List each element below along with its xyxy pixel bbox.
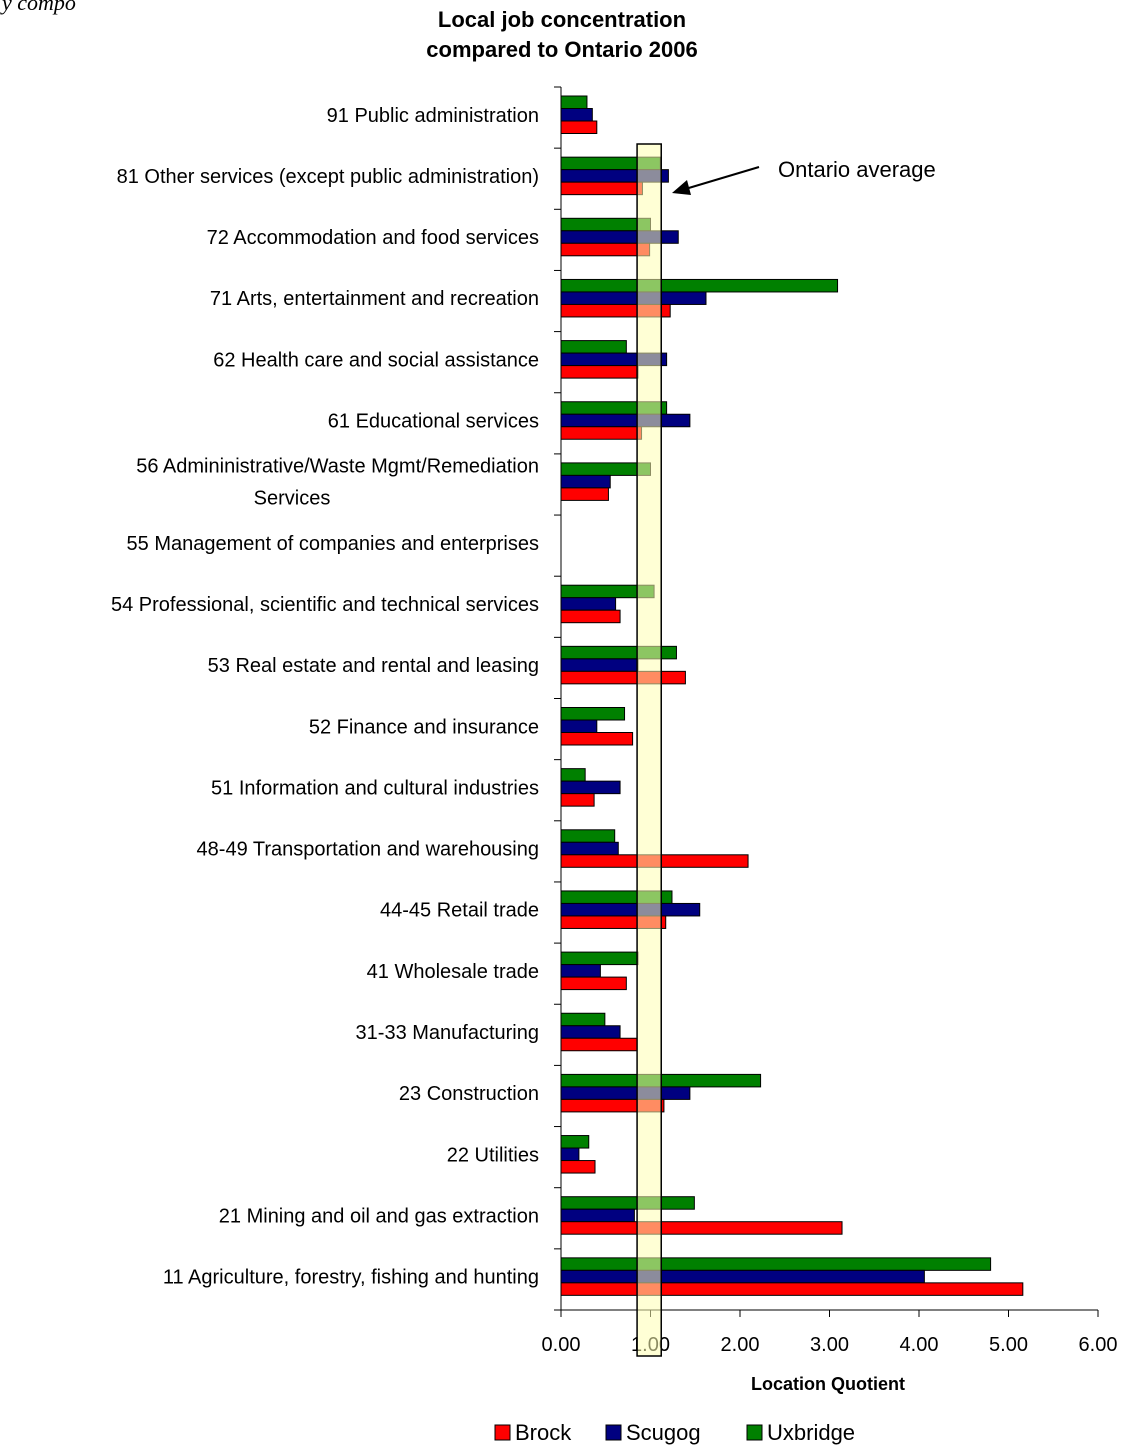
bar-scugog: [560, 719, 598, 733]
category-label: 54 Professional, scientific and technica…: [111, 594, 539, 616]
bar-brock: [560, 1160, 596, 1174]
chart-title: Local job concentration compared to Ontar…: [426, 7, 697, 62]
chart-title-line: Local job concentration: [438, 7, 686, 32]
bar-uxbridge: [560, 951, 639, 966]
category-labels: 91 Public administration 81 Other service…: [111, 105, 539, 1289]
annotation: Ontario average: [672, 157, 936, 195]
category-label: 91 Public administration: [327, 105, 539, 127]
bar-uxbridge: [560, 1012, 606, 1027]
x-axis-label: Location Quotient: [751, 1374, 905, 1394]
bar-scugog: [560, 780, 621, 795]
x-tick-label: 6.00: [1079, 1334, 1118, 1356]
bar-uxbridge: [560, 95, 588, 109]
bar-brock: [560, 609, 621, 624]
legend-swatch-uxbridge: [746, 1424, 763, 1441]
bar-brock: [560, 732, 634, 746]
bar-uxbridge: [560, 1257, 992, 1271]
category-label: 61 Educational services: [328, 411, 539, 433]
bar-scugog: [560, 474, 611, 489]
annotation-arrow-head: [672, 180, 691, 195]
bar-uxbridge: [560, 829, 616, 843]
bar-scugog: [560, 841, 619, 856]
category-label: 53 Real estate and rental and leasing: [208, 655, 539, 677]
bar-scugog: [560, 964, 601, 978]
legend-swatch-scugog: [605, 1424, 622, 1441]
legend-label-uxbridge: Uxbridge: [767, 1420, 855, 1445]
bar-uxbridge: [560, 1135, 590, 1149]
category-label: Services: [254, 488, 331, 510]
bar-scugog: [560, 1147, 580, 1162]
category-label: 72 Accommodation and food services: [207, 227, 539, 249]
bar-scugog: [560, 413, 691, 428]
bar-brock: [560, 242, 651, 257]
category-label: 81 Other services (except public adminis…: [117, 166, 539, 188]
category-label: 21 Mining and oil and gas extraction: [219, 1205, 539, 1227]
annotation-text: Ontario average: [778, 157, 936, 182]
chart-title-line: compared to Ontario 2006: [426, 37, 697, 62]
bar-brock: [560, 120, 598, 134]
bar-uxbridge: [560, 278, 839, 293]
bar-brock: [560, 976, 627, 991]
bar-scugog: [560, 1086, 691, 1100]
category-label: 31-33 Manufacturing: [356, 1022, 539, 1044]
x-tick-label: 0.00: [542, 1334, 581, 1356]
category-label: 62 Health care and social assistance: [213, 349, 539, 371]
category-label: 11 Agriculture, forestry, fishing and hu…: [163, 1267, 539, 1289]
bar-uxbridge: [560, 768, 586, 782]
category-label: 56 Admininistrative/Waste Mgmt/Remediati…: [136, 456, 539, 478]
bar-uxbridge: [560, 1196, 695, 1210]
bar-scugog: [560, 1025, 621, 1039]
bar-brock: [560, 1037, 638, 1052]
category-label: 52 Finance and insurance: [309, 716, 539, 738]
annotation-arrow-line: [681, 166, 760, 191]
caption-fragment: y compo: [2, 0, 76, 15]
category-label: 48-49 Transportation and warehousing: [197, 839, 539, 861]
bar-brock: [560, 670, 686, 685]
category-label: 51 Information and cultural industries: [211, 777, 539, 799]
bar-scugog: [560, 597, 617, 611]
category-label: 44-45 Retail trade: [380, 900, 539, 922]
legend: Brock Scugog Uxbridge: [494, 1420, 855, 1445]
legend-label-brock: Brock: [515, 1420, 572, 1445]
legend-label-scugog: Scugog: [626, 1420, 701, 1445]
legend-swatch-brock: [494, 1424, 511, 1441]
bar-brock: [560, 1282, 1024, 1296]
category-label: 41 Wholesale trade: [367, 961, 539, 983]
bar-scugog: [560, 1208, 635, 1223]
bar-scugog: [560, 108, 593, 122]
bar-scugog: [560, 291, 707, 305]
bar-brock: [560, 426, 643, 440]
bar-brock: [560, 487, 609, 501]
bar-brock: [560, 365, 639, 379]
bar-brock: [560, 181, 643, 196]
x-tick-label: 3.00: [810, 1334, 849, 1356]
x-tick-label: 2.00: [721, 1334, 760, 1356]
x-tick-label: 5.00: [989, 1334, 1028, 1356]
category-label: 22 Utilities: [447, 1144, 539, 1166]
bar-scugog: [560, 902, 701, 917]
ontario-average-rect: [636, 143, 662, 1357]
chart-bars: [560, 95, 1024, 1296]
bar-uxbridge: [560, 707, 626, 721]
category-label: 71 Arts, entertainment and recreation: [210, 288, 539, 310]
bar-scugog: [560, 658, 639, 672]
ontario-average-band: [636, 143, 662, 1357]
bar-brock: [560, 793, 595, 807]
bar-brock: [560, 1221, 843, 1235]
x-tick-label: 4.00: [900, 1334, 939, 1356]
bar-scugog: [560, 1269, 925, 1284]
category-label: 55 Management of companies and enterpris…: [127, 533, 539, 555]
category-label: 23 Construction: [399, 1083, 539, 1105]
bar-uxbridge: [560, 340, 627, 354]
